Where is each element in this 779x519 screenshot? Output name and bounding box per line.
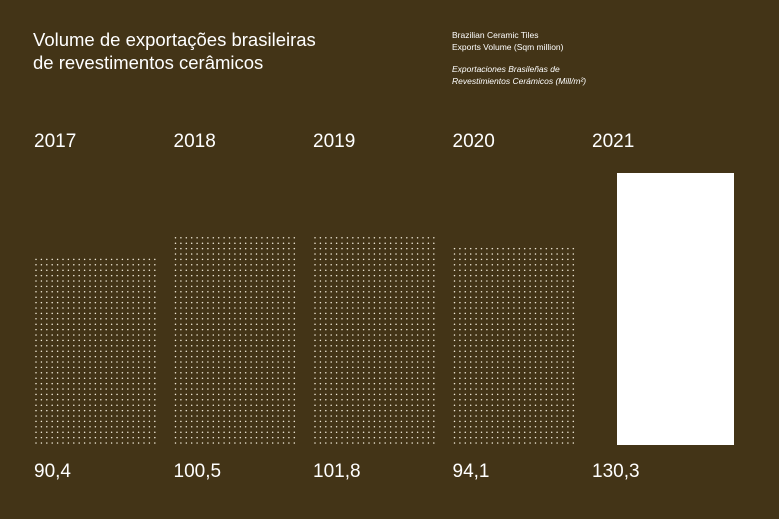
bar-2018	[174, 237, 296, 444]
chart-title-line-2: de revestimentos cerâmicos	[33, 52, 264, 73]
bar-2017	[35, 258, 156, 444]
subtitle-spanish-line-1: Exportaciones Brasileñas de	[452, 64, 560, 74]
subtitle-english: Brazilian Ceramic Tiles Exports Volume (…	[452, 29, 752, 53]
year-label-2020: 2020	[453, 131, 495, 152]
subtitle-spanish-line-2: Revestimientos Cerámicos (Mill/m²)	[452, 76, 587, 86]
bar-2020	[453, 247, 575, 444]
bar-group-2017: 2017 90,4	[34, 131, 156, 482]
bar-group-2019: 2019 101,8	[313, 131, 435, 482]
year-label-2019: 2019	[313, 131, 355, 152]
value-label-2020: 94,1	[453, 461, 490, 482]
year-label-2021: 2021	[592, 131, 634, 152]
year-label-2017: 2017	[34, 131, 76, 152]
value-label-2021: 130,3	[592, 461, 640, 482]
value-label-2019: 101,8	[313, 461, 361, 482]
bar-group-2021: 2021 130,3	[592, 131, 734, 482]
bar-2021	[617, 173, 734, 445]
bar-group-2018: 2018 100,5	[174, 131, 296, 482]
value-label-2017: 90,4	[34, 461, 71, 482]
chart-subtitle: Brazilian Ceramic Tiles Exports Volume (…	[452, 29, 752, 87]
year-label-2018: 2018	[174, 131, 216, 152]
chart-title-line-1: Volume de exportações brasileiras	[33, 29, 316, 50]
chart-title: Volume de exportações brasileiras de rev…	[33, 28, 413, 74]
subtitle-spanish: Exportaciones Brasileñas de Revestimient…	[452, 63, 752, 87]
subtitle-english-line-1: Brazilian Ceramic Tiles	[452, 30, 539, 40]
value-label-2018: 100,5	[174, 461, 222, 482]
subtitle-english-line-2: Exports Volume (Sqm million)	[452, 42, 564, 52]
bar-2019	[314, 237, 435, 444]
bar-group-2020: 2020 94,1	[453, 131, 575, 482]
